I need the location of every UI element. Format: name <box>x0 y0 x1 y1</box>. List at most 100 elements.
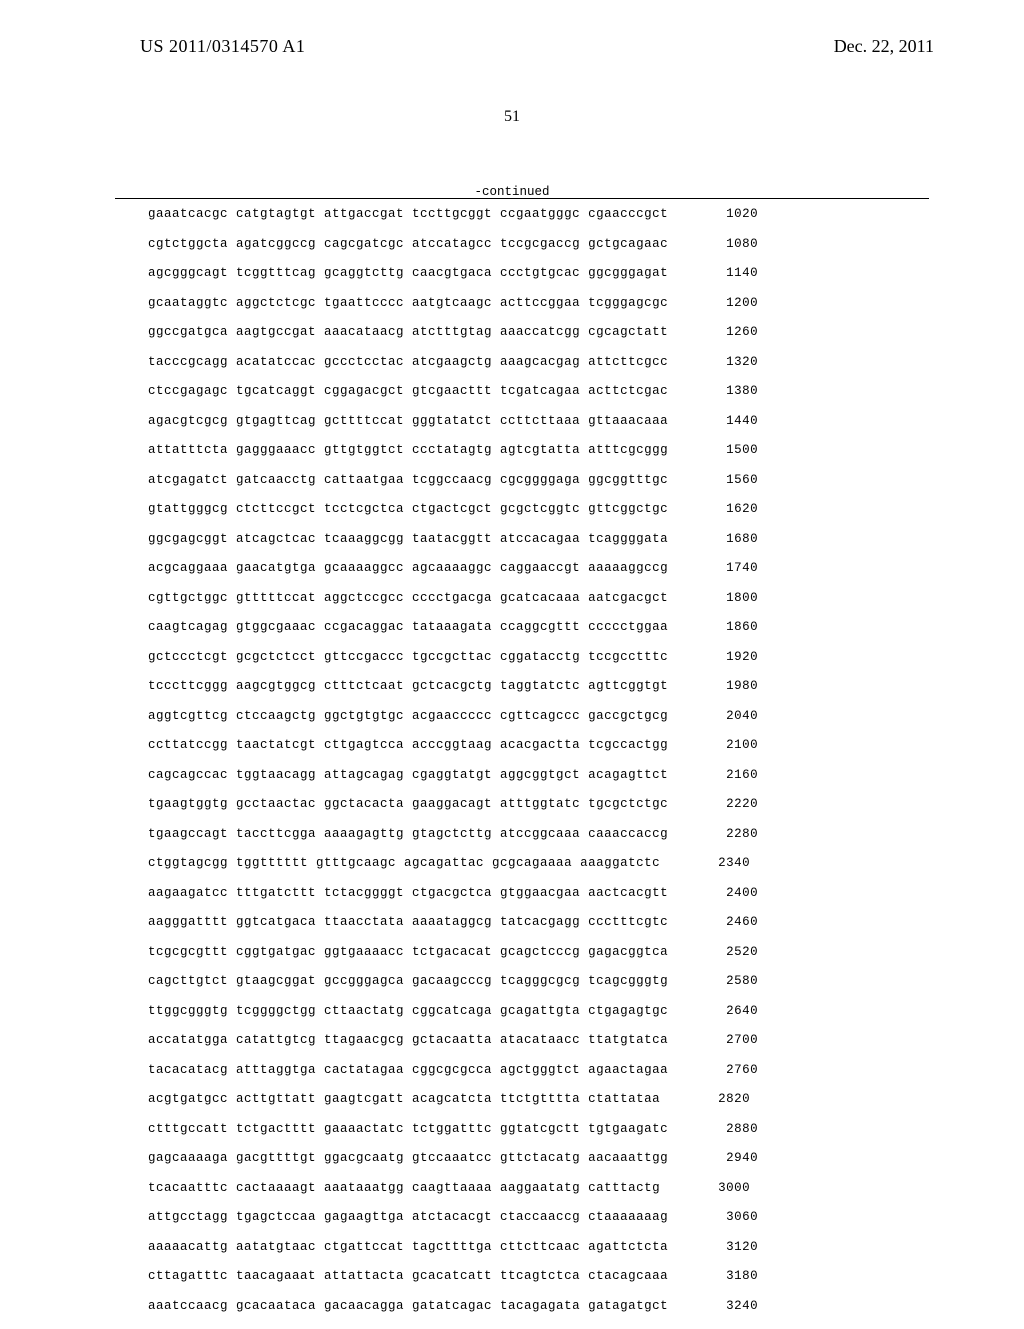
sequence-blocks: cgttgctggc gtttttccat aggctccgcc cccctga… <box>148 592 668 605</box>
sequence-blocks: aagaagatcc tttgatcttt tctacggggt ctgacgc… <box>148 887 668 900</box>
sequence-blocks: aagggatttt ggtcatgaca ttaacctata aaaatag… <box>148 916 668 929</box>
sequence-position: 1560 <box>698 474 758 487</box>
sequence-blocks: ggccgatgca aagtgccgat aaacataacg atctttg… <box>148 326 668 339</box>
sequence-row: gaaatcacgc catgtagtgt attgaccgat tccttgc… <box>148 208 758 221</box>
sequence-position: 2700 <box>698 1034 758 1047</box>
sequence-position: 3120 <box>698 1241 758 1254</box>
publication-date: Dec. 22, 2011 <box>834 36 934 57</box>
sequence-blocks: attgcctagg tgagctccaa gagaagttga atctaca… <box>148 1211 668 1224</box>
sequence-position: 1860 <box>698 621 758 634</box>
sequence-position: 1260 <box>698 326 758 339</box>
sequence-position: 2640 <box>698 1005 758 1018</box>
sequence-blocks: accatatgga catattgtcg ttagaacgcg gctacaa… <box>148 1034 668 1047</box>
sequence-blocks: tgaagtggtg gcctaactac ggctacacta gaaggac… <box>148 798 668 811</box>
sequence-row: caagtcagag gtggcgaaac ccgacaggac tataaag… <box>148 621 758 634</box>
sequence-position: 2340 <box>690 857 750 870</box>
sequence-position: 1740 <box>698 562 758 575</box>
divider <box>115 198 929 199</box>
sequence-position: 2400 <box>698 887 758 900</box>
sequence-blocks: gtattgggcg ctcttccgct tcctcgctca ctgactc… <box>148 503 668 516</box>
sequence-blocks: tcccttcggg aagcgtggcg ctttctcaat gctcacg… <box>148 680 668 693</box>
sequence-row: ctggtagcgg tggtttttt gtttgcaagc agcagatt… <box>148 857 758 870</box>
sequence-row: agacgtcgcg gtgagttcag gcttttccat gggtata… <box>148 415 758 428</box>
sequence-position: 2100 <box>698 739 758 752</box>
sequence-position: 2220 <box>698 798 758 811</box>
sequence-position: 1980 <box>698 680 758 693</box>
sequence-row: aagaagatcc tttgatcttt tctacggggt ctgacgc… <box>148 887 758 900</box>
sequence-row: cagcttgtct gtaagcggat gccgggagca gacaagc… <box>148 975 758 988</box>
sequence-blocks: cagcagccac tggtaacagg attagcagag cgaggta… <box>148 769 668 782</box>
sequence-row: ggccgatgca aagtgccgat aaacataacg atctttg… <box>148 326 758 339</box>
sequence-position: 2040 <box>698 710 758 723</box>
sequence-position: 1620 <box>698 503 758 516</box>
sequence-blocks: acgtgatgcc acttgttatt gaagtcgatt acagcat… <box>148 1093 660 1106</box>
sequence-position: 3000 <box>690 1182 750 1195</box>
sequence-blocks: acgcaggaaa gaacatgtga gcaaaaggcc agcaaaa… <box>148 562 668 575</box>
sequence-listing: gaaatcacgc catgtagtgt attgaccgat tccttgc… <box>148 208 758 1329</box>
sequence-position: 2520 <box>698 946 758 959</box>
sequence-row: aaatccaacg gcacaataca gacaacagga gatatca… <box>148 1300 758 1313</box>
sequence-position: 2460 <box>698 916 758 929</box>
sequence-row: tcccttcggg aagcgtggcg ctttctcaat gctcacg… <box>148 680 758 693</box>
sequence-row: acgcaggaaa gaacatgtga gcaaaaggcc agcaaaa… <box>148 562 758 575</box>
sequence-row: attatttcta gagggaaacc gttgtggtct ccctata… <box>148 444 758 457</box>
sequence-position: 3060 <box>698 1211 758 1224</box>
continued-label: -continued <box>0 185 1024 199</box>
sequence-blocks: agacgtcgcg gtgagttcag gcttttccat gggtata… <box>148 415 668 428</box>
sequence-blocks: ctggtagcgg tggtttttt gtttgcaagc agcagatt… <box>148 857 660 870</box>
sequence-position: 3180 <box>698 1270 758 1283</box>
sequence-position: 1440 <box>698 415 758 428</box>
sequence-blocks: gctccctcgt gcgctctcct gttccgaccc tgccgct… <box>148 651 668 664</box>
sequence-row: accatatgga catattgtcg ttagaacgcg gctacaa… <box>148 1034 758 1047</box>
sequence-position: 1500 <box>698 444 758 457</box>
sequence-row: aaaaacattg aatatgtaac ctgattccat tagcttt… <box>148 1241 758 1254</box>
sequence-blocks: tcgcgcgttt cggtgatgac ggtgaaaacc tctgaca… <box>148 946 668 959</box>
sequence-position: 1140 <box>698 267 758 280</box>
sequence-blocks: tgaagccagt taccttcgga aaaagagttg gtagctc… <box>148 828 668 841</box>
sequence-row: tcgcgcgttt cggtgatgac ggtgaaaacc tctgaca… <box>148 946 758 959</box>
sequence-blocks: ctccgagagc tgcatcaggt cggagacgct gtcgaac… <box>148 385 668 398</box>
patent-header: US 2011/0314570 A1 Dec. 22, 2011 <box>0 36 1024 57</box>
sequence-blocks: attatttcta gagggaaacc gttgtggtct ccctata… <box>148 444 668 457</box>
sequence-row: ttggcgggtg tcggggctgg cttaactatg cggcatc… <box>148 1005 758 1018</box>
sequence-row: cgtctggcta agatcggccg cagcgatcgc atccata… <box>148 238 758 251</box>
sequence-row: agcgggcagt tcggtttcag gcaggtcttg caacgtg… <box>148 267 758 280</box>
sequence-blocks: tacacatacg atttaggtga cactatagaa cggcgcg… <box>148 1064 668 1077</box>
sequence-blocks: tacccgcagg acatatccac gccctcctac atcgaag… <box>148 356 668 369</box>
sequence-blocks: aaaaacattg aatatgtaac ctgattccat tagcttt… <box>148 1241 668 1254</box>
sequence-row: cgttgctggc gtttttccat aggctccgcc cccctga… <box>148 592 758 605</box>
sequence-position: 2280 <box>698 828 758 841</box>
sequence-blocks: gaaatcacgc catgtagtgt attgaccgat tccttgc… <box>148 208 668 221</box>
sequence-row: tacacatacg atttaggtga cactatagaa cggcgcg… <box>148 1064 758 1077</box>
sequence-blocks: aaatccaacg gcacaataca gacaacagga gatatca… <box>148 1300 668 1313</box>
sequence-blocks: cagcttgtct gtaagcggat gccgggagca gacaagc… <box>148 975 668 988</box>
sequence-blocks: gagcaaaaga gacgttttgt ggacgcaatg gtccaaa… <box>148 1152 668 1165</box>
sequence-position: 2760 <box>698 1064 758 1077</box>
sequence-position: 2880 <box>698 1123 758 1136</box>
sequence-blocks: agcgggcagt tcggtttcag gcaggtcttg caacgtg… <box>148 267 668 280</box>
sequence-row: tcacaatttc cactaaaagt aaataaatgg caagtta… <box>148 1182 758 1195</box>
sequence-row: atcgagatct gatcaacctg cattaatgaa tcggcca… <box>148 474 758 487</box>
sequence-row: gcaataggtc aggctctcgc tgaattcccc aatgtca… <box>148 297 758 310</box>
sequence-row: tgaagccagt taccttcgga aaaagagttg gtagctc… <box>148 828 758 841</box>
sequence-position: 2580 <box>698 975 758 988</box>
sequence-row: ctccgagagc tgcatcaggt cggagacgct gtcgaac… <box>148 385 758 398</box>
sequence-row: acgtgatgcc acttgttatt gaagtcgatt acagcat… <box>148 1093 758 1106</box>
sequence-position: 2160 <box>698 769 758 782</box>
sequence-row: ctttgccatt tctgactttt gaaaactatc tctggat… <box>148 1123 758 1136</box>
page-number: 51 <box>0 108 1024 126</box>
sequence-row: cagcagccac tggtaacagg attagcagag cgaggta… <box>148 769 758 782</box>
sequence-blocks: aggtcgttcg ctccaagctg ggctgtgtgc acgaacc… <box>148 710 668 723</box>
sequence-row: ccttatccgg taactatcgt cttgagtcca acccggt… <box>148 739 758 752</box>
sequence-row: gagcaaaaga gacgttttgt ggacgcaatg gtccaaa… <box>148 1152 758 1165</box>
sequence-position: 1920 <box>698 651 758 664</box>
sequence-position: 2820 <box>690 1093 750 1106</box>
sequence-position: 1320 <box>698 356 758 369</box>
sequence-row: aagggatttt ggtcatgaca ttaacctata aaaatag… <box>148 916 758 929</box>
sequence-blocks: ttggcgggtg tcggggctgg cttaactatg cggcatc… <box>148 1005 668 1018</box>
sequence-blocks: ggcgagcggt atcagctcac tcaaaggcgg taatacg… <box>148 533 668 546</box>
sequence-position: 1680 <box>698 533 758 546</box>
sequence-row: gctccctcgt gcgctctcct gttccgaccc tgccgct… <box>148 651 758 664</box>
sequence-blocks: ccttatccgg taactatcgt cttgagtcca acccggt… <box>148 739 668 752</box>
sequence-row: attgcctagg tgagctccaa gagaagttga atctaca… <box>148 1211 758 1224</box>
